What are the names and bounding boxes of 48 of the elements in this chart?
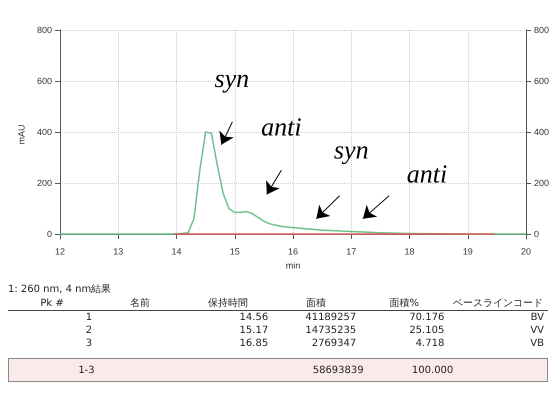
text: 4.718 xyxy=(414,337,446,350)
x-tick-label: 20 xyxy=(520,246,532,257)
annotation: syn xyxy=(334,135,369,164)
text: BV xyxy=(530,311,545,324)
text: 1: 260 nm, 4 nm結果 xyxy=(8,283,112,296)
annotation: syn xyxy=(214,64,250,93)
annotation: anti xyxy=(261,112,302,142)
text: 面積 xyxy=(272,296,360,310)
text: 16.85 xyxy=(238,337,270,350)
text: VB xyxy=(529,337,545,350)
y-tick-label: 0 xyxy=(46,229,52,239)
x-tick-label: 13 xyxy=(113,246,124,257)
y2-tick-label: 200 xyxy=(534,178,550,188)
x-tick-label: 17 xyxy=(346,246,356,257)
y-axis-title: mAU xyxy=(16,124,26,145)
text: 名前 xyxy=(96,296,184,310)
x-axis-title: min xyxy=(286,260,300,270)
text: 1 xyxy=(84,311,94,324)
text: 3 xyxy=(84,337,94,350)
y-tick-label: 800 xyxy=(36,25,52,35)
text: 面積% xyxy=(360,296,448,310)
text: 41189257 xyxy=(304,311,358,324)
y2-tick-label: 0 xyxy=(534,229,540,239)
y2-tick-label: 800 xyxy=(534,25,550,35)
y2-tick-label: 600 xyxy=(534,76,550,86)
text: 2 xyxy=(84,324,94,337)
y-tick-label: 400 xyxy=(36,127,52,137)
text: ベースラインコード xyxy=(448,296,548,310)
table-frame: 1-3 58693839 100.000 xyxy=(8,358,548,382)
text: 14.56 xyxy=(238,311,270,324)
x-tick-label: 12 xyxy=(54,246,66,257)
annotation: anti xyxy=(406,160,448,189)
text: 14735235 xyxy=(304,324,358,337)
text: 70.176 xyxy=(408,311,446,324)
text: VV xyxy=(529,324,545,337)
y-tick-label: 200 xyxy=(36,178,52,188)
text: Pk # xyxy=(8,296,96,310)
text: 15.17 xyxy=(238,324,270,337)
text: 25.105 xyxy=(408,324,446,337)
x-tick-label: 14 xyxy=(171,246,182,257)
x-tick-label: 15 xyxy=(230,246,240,257)
y2-tick-label: 400 xyxy=(534,127,550,137)
x-tick-label: 18 xyxy=(404,246,415,257)
text: 保持時間 xyxy=(184,296,272,310)
x-tick-label: 16 xyxy=(288,246,298,257)
x-tick-label: 19 xyxy=(462,246,473,257)
text: 2769347 xyxy=(310,337,358,350)
y-tick-label: 600 xyxy=(36,76,52,86)
